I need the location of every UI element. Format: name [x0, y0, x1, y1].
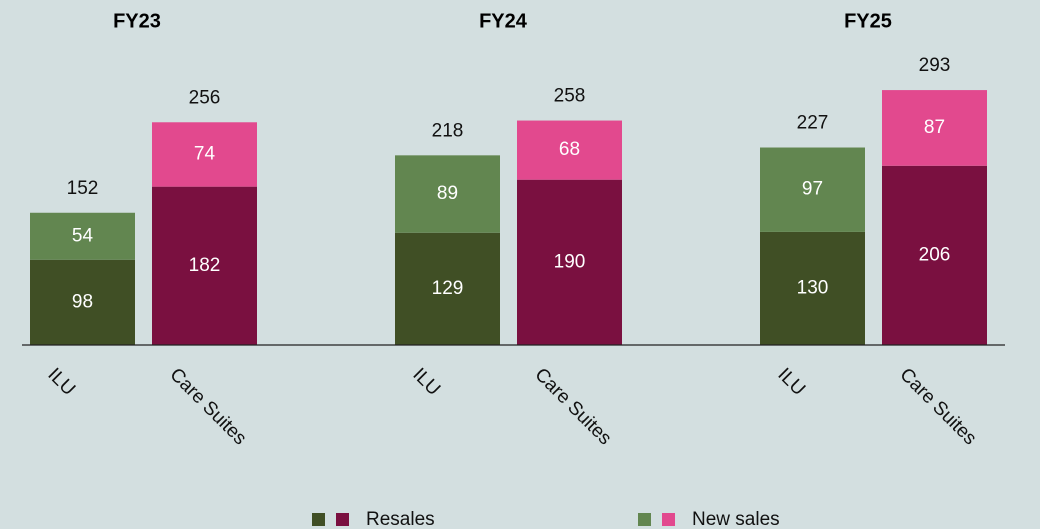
bar-segment — [30, 259, 135, 345]
x-tick-label: Care Suites — [530, 364, 615, 449]
x-tick-label: ILU — [408, 364, 444, 400]
x-tick-label: ILU — [43, 364, 79, 400]
legend-swatch — [638, 513, 651, 526]
bar-segment — [395, 155, 500, 233]
legend-swatch — [662, 513, 675, 526]
bar-segment — [882, 90, 987, 166]
segment-label: 89 — [437, 183, 458, 204]
bar-segment — [517, 179, 622, 345]
bar-segment — [760, 147, 865, 232]
bar-segment — [882, 165, 987, 345]
total-label: 293 — [919, 55, 951, 76]
bar-segment — [152, 122, 257, 187]
bar-segment — [395, 232, 500, 345]
segment-label: 97 — [802, 179, 823, 200]
x-tick-label: Care Suites — [895, 364, 980, 449]
segment-label: 206 — [919, 244, 951, 265]
legend-swatch — [312, 513, 325, 526]
bar-segment — [517, 120, 622, 180]
segment-label: 68 — [559, 139, 580, 160]
segment-label: 74 — [194, 143, 216, 164]
bar-segment — [152, 186, 257, 345]
segment-label: 190 — [554, 251, 586, 272]
group-label: FY25 — [844, 10, 892, 32]
total-label: 256 — [189, 87, 221, 108]
x-tick-label: Care Suites — [165, 364, 250, 449]
segment-label: 54 — [72, 225, 94, 246]
segment-label: 87 — [924, 117, 945, 138]
bar-segment — [30, 212, 135, 260]
x-tick-label: ILU — [773, 364, 809, 400]
legend-label: New sales — [692, 509, 780, 529]
total-label: 227 — [797, 113, 829, 134]
group-label: FY24 — [479, 10, 528, 32]
legend-label: Resales — [366, 509, 435, 529]
segment-label: 98 — [72, 291, 93, 312]
group-label: FY23 — [113, 10, 161, 32]
segment-label: 182 — [189, 255, 221, 276]
legend-swatch — [336, 513, 349, 526]
total-label: 218 — [432, 120, 464, 141]
bar-segment — [760, 231, 865, 345]
total-label: 152 — [67, 178, 99, 199]
segment-label: 130 — [797, 277, 829, 298]
segment-label: 129 — [432, 278, 464, 299]
total-label: 258 — [554, 86, 586, 107]
